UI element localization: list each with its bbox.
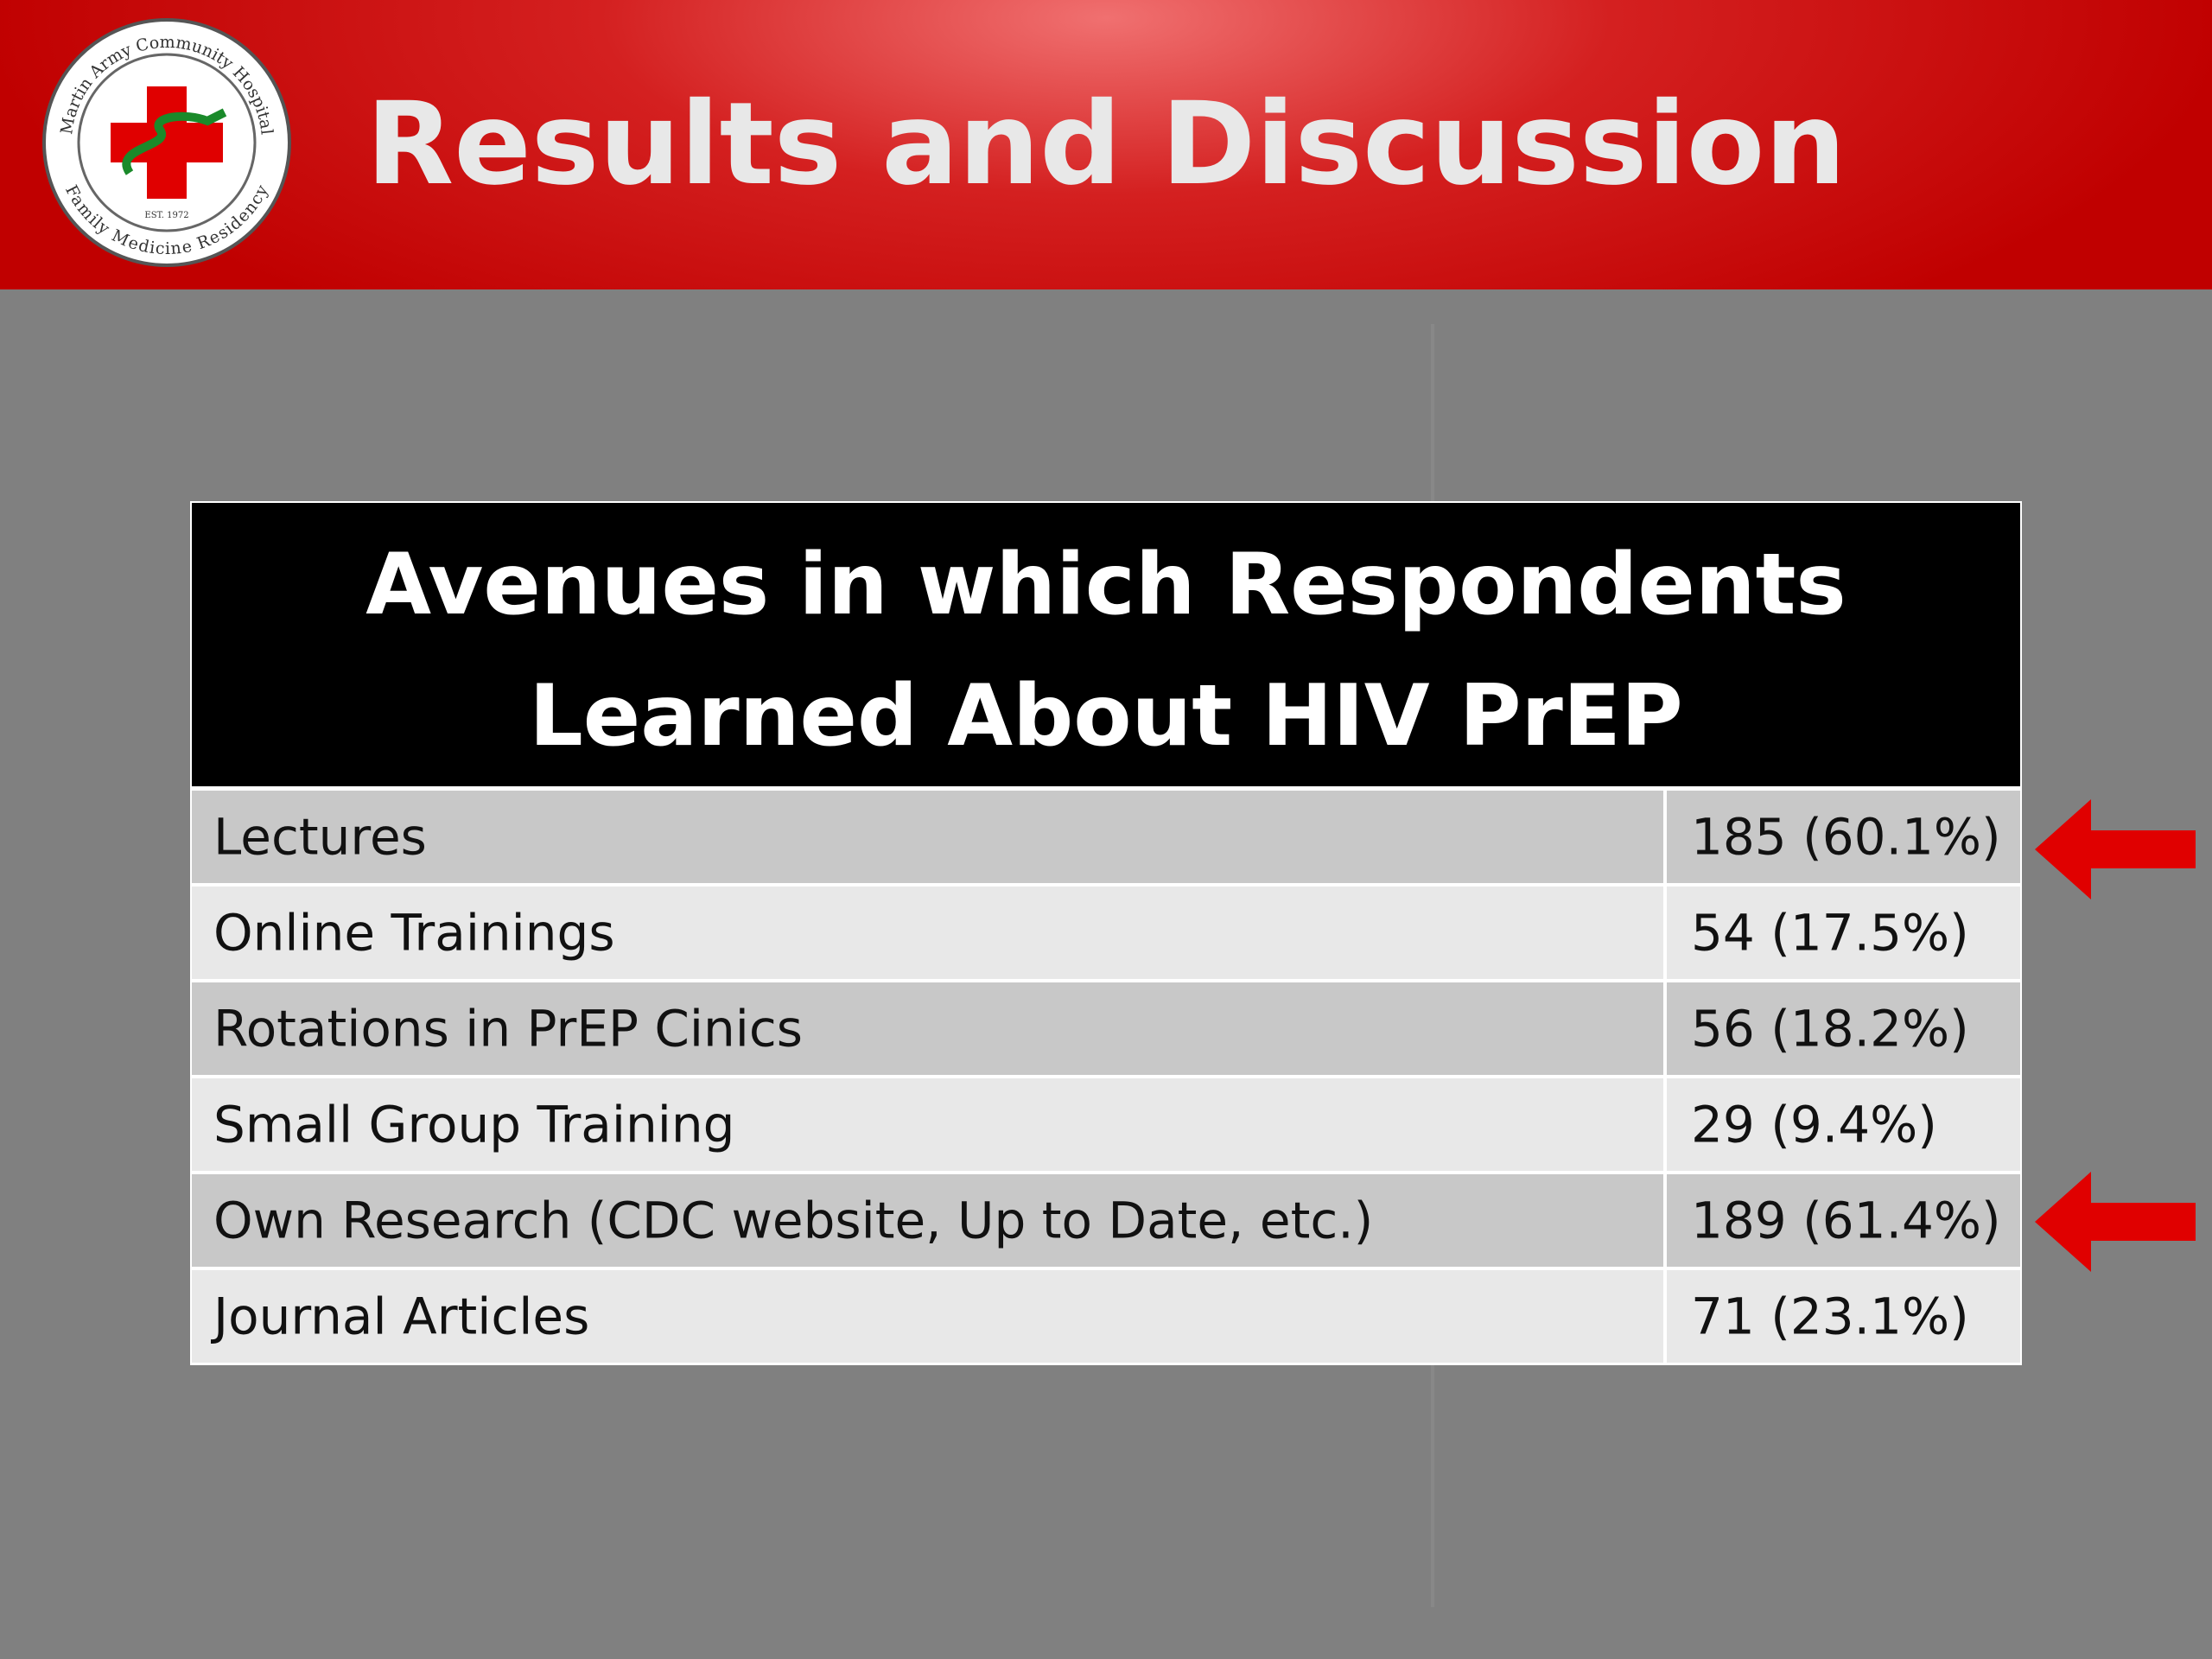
row-value: 54 (17.5%): [1691, 904, 1969, 963]
table-cell: [192, 791, 1663, 883]
table-title: Avenues in which Respondents: [365, 536, 1847, 634]
table-cell: [192, 887, 1663, 979]
table-cell: [1667, 982, 2020, 1075]
table-cell: [1667, 1270, 2020, 1363]
table-cell: [1667, 887, 2020, 979]
table-cell: [192, 1174, 1663, 1267]
row-value: 56 (18.2%): [1691, 1000, 1969, 1058]
table-title: Learned About HIV PrEP: [529, 667, 1682, 766]
serpent: [122, 108, 227, 175]
logo: Martin Army Community Hospital Family Me…: [42, 18, 291, 267]
row-label: Rotations in PrEP Cinics: [213, 1000, 803, 1058]
arrow: [2035, 799, 2196, 899]
row-value: 71 (23.1%): [1691, 1287, 1969, 1346]
row-label: Online Trainings: [213, 904, 615, 963]
row-value: 189 (61.4%): [1691, 1192, 2001, 1250]
row-label: Journal Articles: [211, 1287, 589, 1346]
arrow: [2035, 1172, 2196, 1272]
table-cell: [192, 1270, 1663, 1363]
row-label: Lectures: [213, 808, 427, 867]
table-title-cell: [192, 503, 2020, 786]
slide-title: Results and Discussion: [366, 78, 1847, 211]
table-cell: [192, 982, 1663, 1075]
table: Avenues in which Respondents Learned Abo…: [190, 501, 2022, 1365]
row-label: Small Group Training: [213, 1096, 734, 1154]
table-cell: [1667, 791, 2020, 883]
arrows: [2035, 799, 2196, 1272]
row-value: 185 (60.1%): [1691, 808, 2001, 867]
table-cell: [1667, 1174, 2020, 1267]
table-cell: [192, 1078, 1663, 1171]
row-label: Own Research (CDC website, Up to Date, e…: [213, 1192, 1373, 1250]
logo-est: EST. 1972: [144, 211, 188, 220]
row-value: 29 (9.4%): [1691, 1096, 1937, 1154]
header-bar: [0, 0, 2212, 289]
table-cell: [1667, 1078, 2020, 1171]
